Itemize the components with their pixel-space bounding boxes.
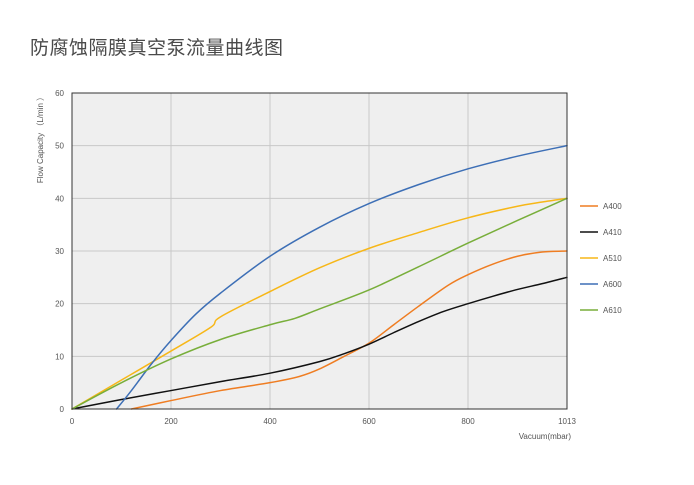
chart-title: 防腐蚀隔膜真空泵流量曲线图 [30, 37, 284, 59]
legend-label-a400: A400 [603, 202, 622, 211]
plot-frame [71, 92, 568, 410]
x-tick-label: 800 [461, 417, 475, 426]
y-tick-label: 50 [55, 142, 64, 151]
y-tick-label: 60 [55, 89, 64, 98]
x-tick-labels: 0 200 400 600 800 1013 [70, 417, 577, 426]
y-tick-label: 0 [60, 405, 65, 414]
x-axis-label: Vacuum(mbar) [519, 432, 572, 441]
y-tick-label: 30 [55, 247, 64, 256]
series-group [71, 144, 568, 410]
legend-label-a610: A610 [603, 306, 622, 315]
x-tick-label: 600 [362, 417, 376, 426]
x-tick-label: 400 [263, 417, 277, 426]
legend: A400 A410 A510 A600 A610 [580, 202, 622, 315]
y-tick-labels: 0 10 20 30 40 50 60 [55, 89, 64, 414]
series-line-a510 [71, 197, 568, 410]
y-tick-label: 10 [55, 352, 64, 361]
x-tick-label: 1013 [558, 417, 576, 426]
y-tick-label: 20 [55, 300, 64, 309]
series-line-a400 [130, 250, 568, 410]
legend-label-a410: A410 [603, 228, 622, 237]
series-line-a410 [71, 276, 568, 410]
legend-label-a600: A600 [603, 280, 622, 289]
gridlines [72, 93, 567, 409]
series-line-a600 [115, 144, 568, 410]
x-tick-label: 0 [70, 417, 75, 426]
x-tick-label: 200 [164, 417, 178, 426]
legend-label-a510: A510 [603, 254, 622, 263]
y-axis-label: Flow Capacity （L/min ） [36, 93, 45, 183]
series-line-a610 [71, 197, 568, 410]
y-tick-label: 40 [55, 194, 64, 203]
